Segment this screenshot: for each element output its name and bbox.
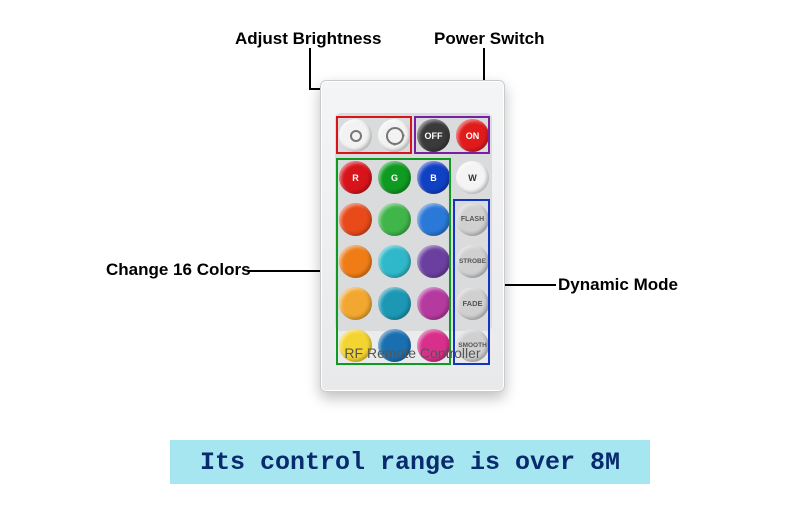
grid-row: FLASH (339, 203, 489, 236)
color-button[interactable] (339, 245, 372, 278)
color-button[interactable] (378, 245, 411, 278)
color-button[interactable] (378, 287, 411, 320)
color-button[interactable] (378, 203, 411, 236)
label-power: Power Switch (434, 29, 545, 49)
label-colors: Change 16 Colors (106, 260, 251, 280)
line (309, 48, 311, 88)
brightness-up-button[interactable] (378, 119, 411, 152)
button-pad: OFFON RGBW FLASH STROBE FADE SMOOTH (335, 113, 492, 331)
mode-g-button[interactable]: G (378, 161, 411, 194)
mode-r-button[interactable]: R (339, 161, 372, 194)
mode-fade-button[interactable]: FADE (456, 287, 489, 320)
color-button[interactable] (417, 245, 450, 278)
label-dynamic: Dynamic Mode (558, 275, 678, 295)
range-banner: Its control range is over 8M (170, 440, 650, 484)
color-button[interactable] (339, 287, 372, 320)
grid-row: RGBW (339, 161, 489, 194)
mode-b-button[interactable]: B (417, 161, 450, 194)
color-button[interactable] (417, 203, 450, 236)
mode-w-button[interactable]: W (456, 161, 489, 194)
grid-row: FADE (339, 287, 489, 320)
line (498, 284, 556, 286)
power-on-button[interactable]: ON (456, 119, 489, 152)
top-row: OFFON (339, 119, 489, 152)
color-button[interactable] (417, 287, 450, 320)
power-off-button[interactable]: OFF (417, 119, 450, 152)
remote-controller: OFFON RGBW FLASH STROBE FADE SMOOTH RF R… (320, 80, 505, 392)
brightness-down-button[interactable] (339, 119, 372, 152)
remote-footer-text: RF Remote Controller (321, 345, 504, 361)
grid-row: STROBE (339, 245, 489, 278)
mode-flash-button[interactable]: FLASH (456, 203, 489, 236)
color-button[interactable] (339, 203, 372, 236)
label-brightness: Adjust Brightness (235, 29, 381, 49)
mode-strobe-button[interactable]: STROBE (456, 245, 489, 278)
